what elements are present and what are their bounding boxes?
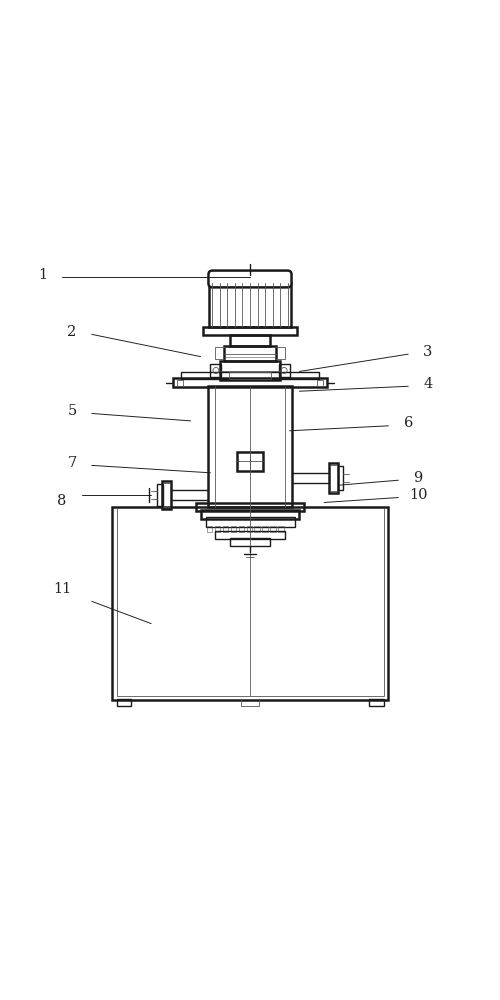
Bar	[216, 347, 226, 359]
Bar	[230, 526, 236, 532]
Bar	[112, 507, 388, 700]
Bar	[210, 283, 290, 327]
Bar	[200, 510, 300, 519]
Bar	[181, 372, 319, 379]
Bar	[210, 364, 222, 377]
Bar	[116, 699, 132, 706]
Text: 5: 5	[68, 404, 76, 418]
Bar	[196, 503, 304, 511]
Text: 4: 4	[424, 377, 432, 391]
Bar	[274, 347, 284, 359]
Bar	[329, 463, 338, 493]
Bar	[241, 699, 259, 706]
Bar	[338, 466, 343, 490]
FancyBboxPatch shape	[208, 271, 292, 287]
Bar	[162, 481, 171, 509]
Bar	[177, 380, 183, 386]
Bar	[174, 378, 326, 387]
Bar	[254, 526, 260, 532]
Bar	[157, 484, 163, 506]
Bar	[238, 526, 244, 532]
Bar	[224, 346, 276, 361]
Text: 6: 6	[404, 416, 413, 430]
Bar	[116, 508, 384, 696]
Text: 7: 7	[68, 456, 76, 470]
Bar	[278, 364, 289, 377]
Bar	[317, 380, 323, 386]
Bar	[203, 327, 297, 335]
Bar	[278, 526, 283, 532]
Text: 2: 2	[68, 325, 76, 339]
Bar	[262, 526, 268, 532]
Text: 11: 11	[53, 582, 71, 596]
Bar	[215, 526, 220, 532]
Bar	[246, 526, 252, 532]
Bar	[208, 386, 292, 507]
Text: 8: 8	[58, 494, 67, 508]
Bar	[216, 531, 284, 539]
Bar	[223, 526, 228, 532]
Bar	[230, 335, 270, 346]
Bar	[270, 526, 276, 532]
Text: 9: 9	[414, 471, 422, 485]
Bar	[229, 372, 271, 379]
Bar	[207, 526, 212, 532]
Bar	[237, 452, 263, 471]
Bar	[368, 699, 384, 706]
Text: 1: 1	[38, 268, 47, 282]
Bar	[220, 361, 280, 380]
Bar	[230, 538, 270, 546]
Text: 3: 3	[424, 345, 432, 359]
Bar	[206, 517, 294, 527]
Text: 10: 10	[409, 488, 428, 502]
Bar	[212, 277, 288, 283]
